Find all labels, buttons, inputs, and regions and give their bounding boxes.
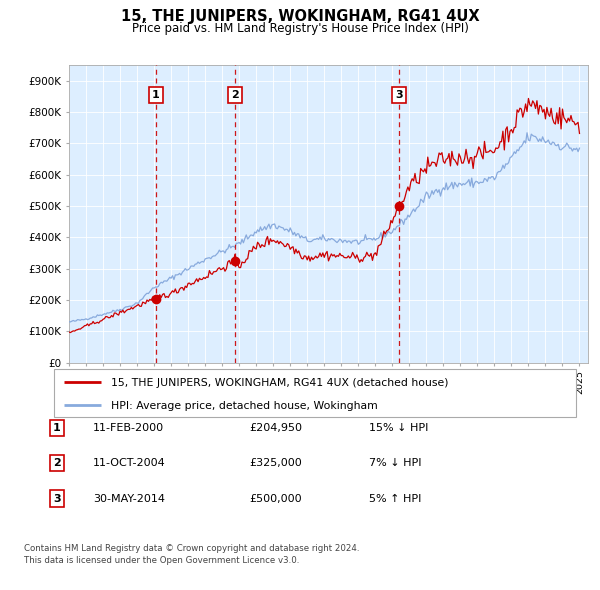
- Text: £204,950: £204,950: [249, 423, 302, 432]
- Text: Contains HM Land Registry data © Crown copyright and database right 2024.
This d: Contains HM Land Registry data © Crown c…: [24, 544, 359, 565]
- Text: £325,000: £325,000: [249, 458, 302, 468]
- Text: 15, THE JUNIPERS, WOKINGHAM, RG41 4UX (detached house): 15, THE JUNIPERS, WOKINGHAM, RG41 4UX (d…: [112, 378, 449, 388]
- Text: 5% ↑ HPI: 5% ↑ HPI: [369, 494, 421, 503]
- Text: 15, THE JUNIPERS, WOKINGHAM, RG41 4UX: 15, THE JUNIPERS, WOKINGHAM, RG41 4UX: [121, 9, 479, 24]
- Text: 11-OCT-2004: 11-OCT-2004: [93, 458, 166, 468]
- Text: 7% ↓ HPI: 7% ↓ HPI: [369, 458, 421, 468]
- Text: £500,000: £500,000: [249, 494, 302, 503]
- Text: 15% ↓ HPI: 15% ↓ HPI: [369, 423, 428, 432]
- Text: 1: 1: [53, 423, 61, 432]
- Text: Price paid vs. HM Land Registry's House Price Index (HPI): Price paid vs. HM Land Registry's House …: [131, 22, 469, 35]
- Text: HPI: Average price, detached house, Wokingham: HPI: Average price, detached house, Woki…: [112, 401, 378, 411]
- FancyBboxPatch shape: [54, 369, 576, 417]
- Text: 3: 3: [53, 494, 61, 503]
- Text: 2: 2: [53, 458, 61, 468]
- Text: 30-MAY-2014: 30-MAY-2014: [93, 494, 165, 503]
- Text: 3: 3: [395, 90, 403, 100]
- Text: 1: 1: [152, 90, 160, 100]
- Text: 2: 2: [232, 90, 239, 100]
- Text: 11-FEB-2000: 11-FEB-2000: [93, 423, 164, 432]
